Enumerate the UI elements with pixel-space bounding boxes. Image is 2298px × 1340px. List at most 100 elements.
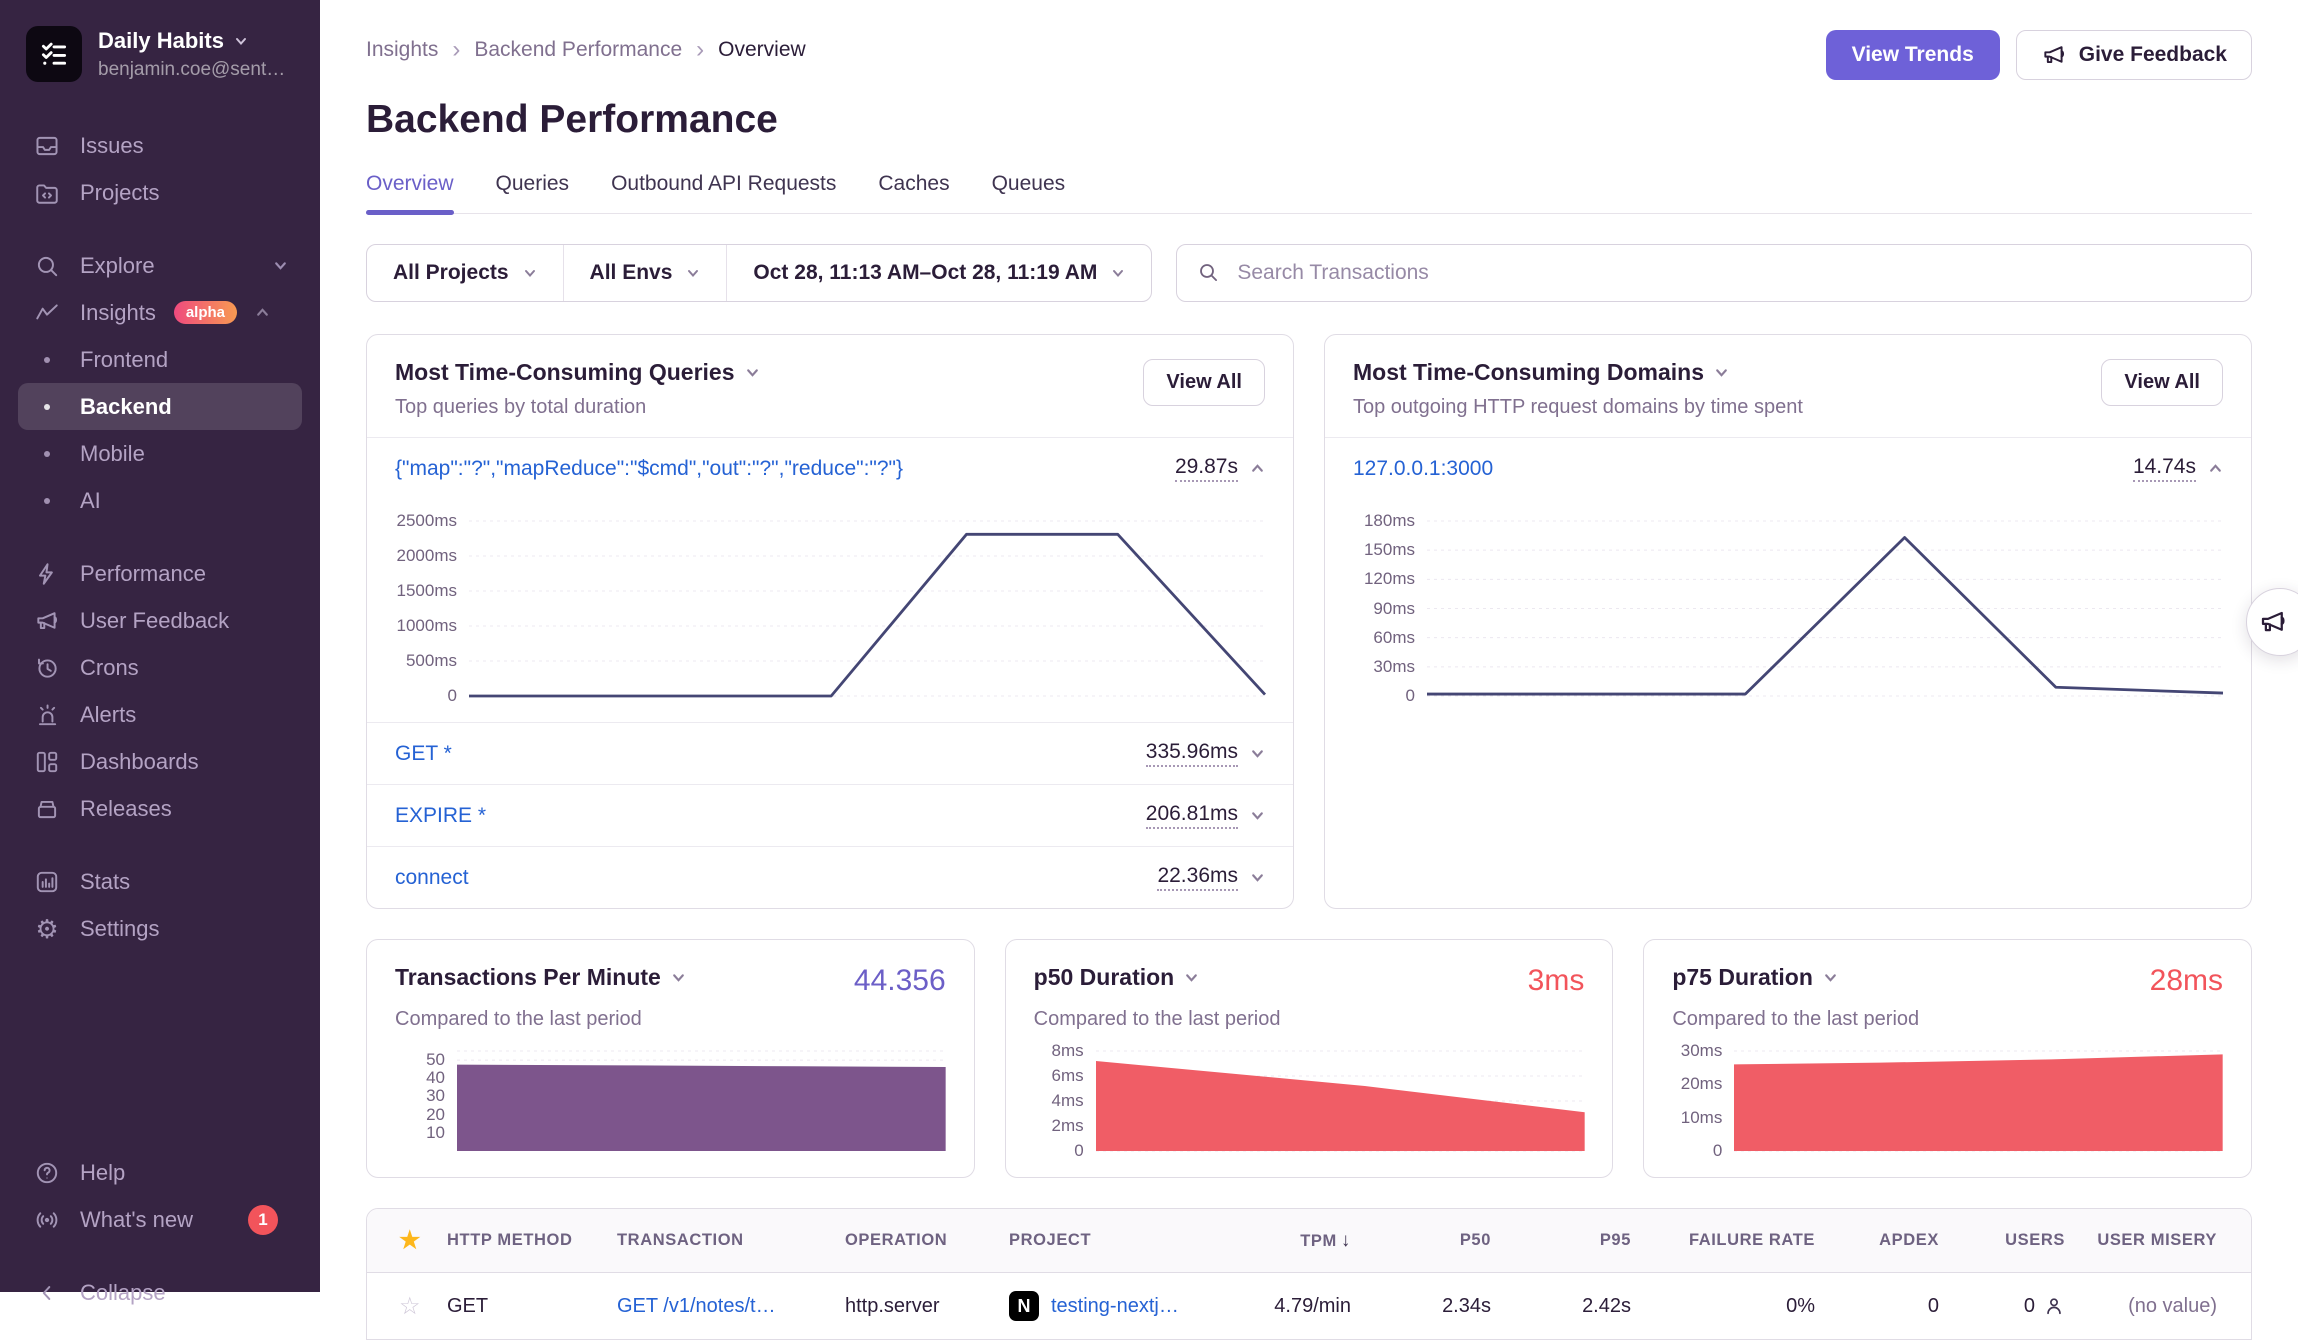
tpm-card-title[interactable]: Transactions Per Minute xyxy=(395,964,686,991)
org-switcher[interactable]: Daily Habits benjamin.coe@sent… xyxy=(18,26,302,82)
query-row[interactable]: EXPIRE * 206.81ms xyxy=(367,784,1293,846)
help-icon xyxy=(32,1160,62,1186)
sidebar-item-backend[interactable]: Backend xyxy=(18,383,302,430)
sidebar-item-performance[interactable]: Performance xyxy=(18,550,302,597)
project-link[interactable]: testing-nextj… xyxy=(1051,1294,1179,1317)
chevron-down-icon[interactable] xyxy=(1250,746,1265,761)
tab-queries[interactable]: Queries xyxy=(495,172,570,195)
chevron-up-icon[interactable] xyxy=(1250,461,1265,476)
sidebar-item-whats-new[interactable]: What's new 1 xyxy=(18,1196,302,1243)
floating-feedback-button[interactable] xyxy=(2246,588,2298,656)
p50-card-title[interactable]: p50 Duration xyxy=(1034,964,1200,991)
tab-queues[interactable]: Queues xyxy=(991,172,1066,195)
environment-filter[interactable]: All Envs xyxy=(564,245,728,301)
col-p50[interactable]: P50 xyxy=(1459,1231,1491,1249)
query-total-time: 29.87s xyxy=(1174,455,1238,482)
queries-panel-title[interactable]: Most Time-Consuming Queries xyxy=(395,359,760,386)
p75-card-title[interactable]: p75 Duration xyxy=(1672,964,1838,991)
date-range-label: Oct 28, 11:13 AM–Oct 28, 11:19 AM xyxy=(753,261,1098,284)
org-name: Daily Habits xyxy=(98,27,224,53)
chevron-up-icon[interactable] xyxy=(2208,461,2223,476)
sidebar-item-label: AI xyxy=(80,487,101,513)
cell-project[interactable]: N testing-nextj… xyxy=(1009,1291,1213,1321)
sidebar-item-frontend[interactable]: Frontend xyxy=(18,336,302,383)
query-link[interactable]: GET * xyxy=(395,741,452,765)
col-user-misery[interactable]: USER MISERY xyxy=(2097,1231,2217,1249)
col-http-method[interactable]: HTTP METHOD xyxy=(447,1231,573,1249)
query-link[interactable]: EXPIRE * xyxy=(395,803,487,827)
view-trends-button[interactable]: View Trends xyxy=(1825,30,2000,80)
breadcrumb-separator: › xyxy=(696,36,705,63)
give-feedback-button[interactable]: Give Feedback xyxy=(2015,30,2252,80)
tab-caches[interactable]: Caches xyxy=(878,172,950,195)
search-input[interactable] xyxy=(1235,260,2231,286)
sidebar-item-alerts[interactable]: Alerts xyxy=(18,691,302,738)
transaction-search[interactable] xyxy=(1176,244,2252,302)
sidebar-item-projects[interactable]: Projects xyxy=(18,169,302,216)
sidebar-item-releases[interactable]: Releases xyxy=(18,785,302,832)
sidebar-item-collapse[interactable]: Collapse xyxy=(18,1269,302,1316)
sidebar-item-user-feedback[interactable]: User Feedback xyxy=(18,597,302,644)
transaction-link[interactable]: GET /v1/notes/t… xyxy=(617,1294,776,1317)
query-row-expanded[interactable]: {"map":"?","mapReduce":"$cmd","out":"?",… xyxy=(367,437,1293,499)
col-users[interactable]: USERS xyxy=(2005,1231,2065,1249)
domains-panel-title[interactable]: Most Time-Consuming Domains xyxy=(1353,359,1803,386)
tab-outbound-api-requests[interactable]: Outbound API Requests xyxy=(611,172,837,195)
chevron-left-icon xyxy=(32,1282,62,1304)
date-range-filter[interactable]: Oct 28, 11:13 AM–Oct 28, 11:19 AM xyxy=(727,245,1151,301)
query-link[interactable]: connect xyxy=(395,865,469,889)
col-tpm[interactable]: TPM ↓ xyxy=(1300,1229,1351,1251)
col-p95[interactable]: P95 xyxy=(1599,1231,1631,1249)
sidebar-item-label: Crons xyxy=(80,654,139,680)
sidebar-item-settings[interactable]: ⚙ Settings xyxy=(18,905,302,952)
p75-chart: 30ms 20ms 10ms 0 xyxy=(1672,1041,2223,1160)
search-icon xyxy=(1200,264,1218,281)
col-apdex[interactable]: APDEX xyxy=(1879,1231,1939,1249)
dashboards-icon xyxy=(32,749,62,775)
domain-link[interactable]: 127.0.0.1:3000 xyxy=(1353,456,1494,480)
p50-duration-card: p50 Duration 3ms Compared to the last pe… xyxy=(1004,939,1614,1178)
cell-users: 0 xyxy=(1955,1295,2081,1318)
domain-row-expanded[interactable]: 127.0.0.1:3000 14.74s xyxy=(1325,437,2251,499)
sidebar-item-stats[interactable]: Stats xyxy=(18,858,302,905)
col-failure-rate[interactable]: FAILURE RATE xyxy=(1688,1231,1815,1249)
sidebar-item-dashboards[interactable]: Dashboards xyxy=(18,738,302,785)
checklist-logo-icon xyxy=(41,42,67,65)
sidebar-item-crons[interactable]: Crons xyxy=(18,644,302,691)
tpm-chart-y-axis: 50 40 30 20 10 xyxy=(426,1050,445,1142)
chevron-down-icon xyxy=(523,266,537,280)
cell-p50: 2.34s xyxy=(1442,1294,1491,1317)
give-feedback-label: Give Feedback xyxy=(2078,43,2227,66)
queries-view-all-button[interactable]: View All xyxy=(1143,359,1265,406)
breadcrumb-insights[interactable]: Insights xyxy=(366,38,439,61)
chevron-down-icon[interactable] xyxy=(1250,870,1265,885)
sidebar-item-ai[interactable]: AI xyxy=(18,477,302,524)
star-outline-icon[interactable]: ☆ xyxy=(399,1292,421,1320)
p50-area-chart xyxy=(1095,1051,1585,1151)
domains-panel-subtitle: Top outgoing HTTP request domains by tim… xyxy=(1353,396,1803,418)
query-row[interactable]: connect 22.36ms xyxy=(367,846,1293,908)
siren-icon xyxy=(32,702,62,728)
star-filled-icon[interactable]: ★ xyxy=(399,1227,422,1254)
sidebar-item-help[interactable]: Help xyxy=(18,1149,302,1196)
query-link[interactable]: {"map":"?","mapReduce":"$cmd","out":"?",… xyxy=(395,456,904,480)
col-operation[interactable]: OPERATION xyxy=(845,1231,948,1249)
domains-view-all-button[interactable]: View All xyxy=(2101,359,2223,406)
query-total-time: 335.96ms xyxy=(1145,740,1238,767)
breadcrumb-backend-performance[interactable]: Backend Performance xyxy=(474,38,683,61)
col-transaction[interactable]: TRANSACTION xyxy=(617,1231,744,1249)
chevron-down-icon[interactable] xyxy=(1250,808,1265,823)
sidebar-item-mobile[interactable]: Mobile xyxy=(18,430,302,477)
chevron-down-icon xyxy=(1714,365,1729,380)
sidebar-item-explore[interactable]: Explore xyxy=(18,242,302,289)
col-project[interactable]: PROJECT xyxy=(1009,1231,1092,1249)
tpm-value: 44.356 xyxy=(853,964,946,997)
query-row[interactable]: GET * 335.96ms xyxy=(367,722,1293,784)
transactions-table: ★ HTTP METHOD TRANSACTION OPERATION PROJ… xyxy=(366,1208,2252,1340)
sidebar-item-insights[interactable]: Insights alpha xyxy=(18,289,302,336)
sidebar-item-issues[interactable]: Issues xyxy=(18,122,302,169)
tab-overview[interactable]: Overview xyxy=(366,172,454,215)
issues-icon xyxy=(32,133,62,159)
project-filter[interactable]: All Projects xyxy=(367,245,564,301)
page-title: Backend Performance xyxy=(366,98,778,141)
